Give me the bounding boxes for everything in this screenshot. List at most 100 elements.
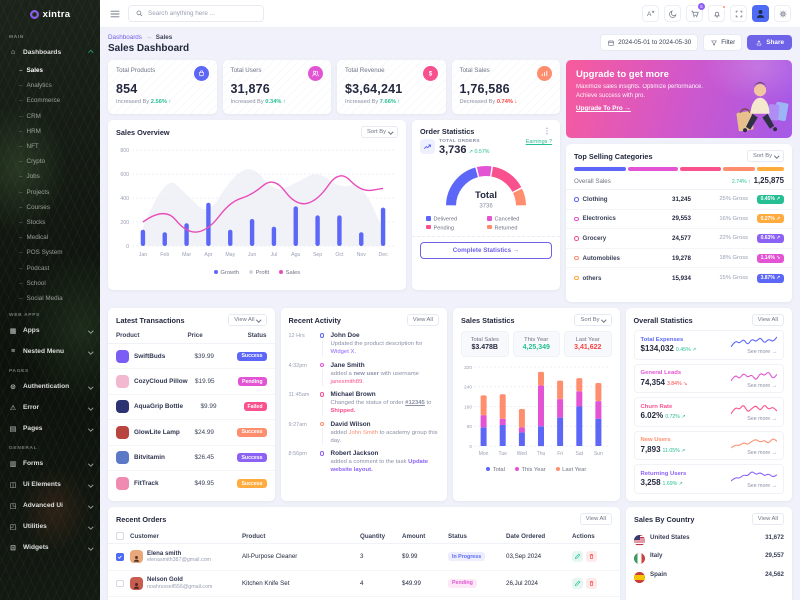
sidebar-item-apps[interactable]: ▦ Apps — [0, 320, 100, 341]
cart-icon[interactable]: 5 — [686, 3, 705, 22]
delete-button[interactable] — [586, 551, 597, 563]
sidebar-item-widgets[interactable]: ⊡ Widgets — [0, 537, 100, 558]
svg-text:Mar: Mar — [182, 252, 191, 258]
see-more-link[interactable]: See more → — [747, 449, 777, 456]
sidebar-item-utilities[interactable]: ◰ Utilities — [0, 516, 100, 537]
svg-text:240: 240 — [464, 384, 472, 390]
sidebar-item-hrm[interactable]: – HRM — [19, 127, 41, 135]
svg-text:80: 80 — [467, 424, 473, 430]
svg-text:400: 400 — [120, 196, 129, 202]
svg-text:Fri: Fri — [557, 451, 563, 457]
chevron-icon — [87, 545, 93, 550]
activity-view-all-button[interactable]: View All — [406, 314, 439, 326]
sidebar-item-ui-elements[interactable]: ◫ Ui Elements — [0, 474, 100, 495]
sidebar-item-social-media[interactable]: – Social Media — [19, 294, 63, 302]
sidebar-item-ecommerce[interactable]: – Ecommerce — [19, 97, 61, 105]
sidebar: xintra MAIN ⌂ Dashboards – Sales – Analytics – E… — [0, 0, 100, 600]
svg-text:Sep: Sep — [313, 252, 322, 258]
upgrade-banner: Upgrade to get more Maximize sales insig… — [566, 60, 792, 138]
transactions-view-all-button[interactable]: View All — [228, 314, 267, 326]
activity-link[interactable]: Shipped. — [330, 408, 356, 415]
svg-text:Agu: Agu — [291, 252, 300, 258]
sidebar-item-pos-system[interactable]: – POS System — [19, 249, 63, 257]
sidebar-item-forms[interactable]: ▥ Forms — [0, 453, 100, 474]
sidebar-item-advanced-ui[interactable]: ◳ Advanced Ui — [0, 495, 100, 516]
activity-link[interactable]: janesmith89. — [330, 378, 364, 385]
see-more-link[interactable]: See more → — [747, 382, 777, 389]
breadcrumb-dashboards[interactable]: Dashboards — [108, 34, 142, 41]
select-all-checkbox[interactable] — [116, 532, 124, 540]
sidebar-item-crm[interactable]: – CRM — [19, 112, 41, 120]
sidebar-item-error[interactable]: ⚠ Error — [0, 397, 100, 418]
date-range-picker[interactable]: 2024-05-01 to 2024-05-30 — [600, 34, 699, 51]
delete-button[interactable] — [586, 577, 597, 589]
fullscreen-icon[interactable] — [730, 5, 747, 22]
activity-item-john-doe: 12 Hrs John Doe Updated the product descri… — [281, 330, 448, 360]
settings-icon[interactable] — [774, 5, 791, 22]
sidebar-item-sales[interactable]: – Sales — [19, 67, 43, 75]
sidebar-item-authentication[interactable]: ⊙ Authentication — [0, 376, 100, 397]
svg-text:Total: Total — [475, 190, 497, 201]
kpi-change: Decreased By 0.74% ↓ — [459, 98, 518, 105]
edit-button[interactable] — [572, 551, 583, 563]
stat-box-total-sales: Total Sales $3.478B — [461, 331, 509, 357]
see-more-link[interactable]: See more → — [747, 349, 777, 356]
see-more-link[interactable]: See more → — [747, 483, 777, 490]
order-row-nelson-gold: Nelson Gold noahrussell556@gmail.com Kitch… — [108, 571, 620, 597]
row-checkbox[interactable] — [116, 553, 124, 561]
filter-button[interactable]: Filter — [703, 34, 743, 51]
filter-icon — [710, 39, 718, 47]
chevron-icon — [87, 349, 93, 354]
country-view-all-button[interactable]: View All — [751, 513, 784, 525]
top-selling-title: Top Selling Categories — [574, 151, 653, 161]
sidebar-item-podcast[interactable]: – Podcast — [19, 264, 50, 272]
app-logo[interactable]: xintra — [0, 0, 100, 28]
sidebar-item-pages[interactable]: ▤ Pages — [0, 418, 100, 439]
recent-orders-title: Recent Orders — [116, 514, 167, 524]
edit-button[interactable] — [572, 577, 583, 589]
more-options-icon[interactable] — [542, 126, 552, 136]
top-selling-sort-button[interactable]: Sort By — [746, 150, 784, 162]
activity-link[interactable]: Update website layout. — [330, 459, 429, 474]
sidebar-item-analytics[interactable]: – Analytics — [19, 82, 52, 90]
notifications-icon[interactable] — [708, 4, 726, 22]
sidebar-item-stocks[interactable]: – Stocks — [19, 218, 46, 226]
search-box[interactable] — [128, 5, 264, 22]
dark-mode-icon[interactable] — [664, 5, 681, 22]
overall-view-all-button[interactable]: View All — [751, 314, 784, 326]
topbar: A 5 — [100, 0, 800, 28]
orders-table-header: Customer Product Quantity Amount Status Date … — [108, 529, 620, 544]
product-thumbnail — [116, 349, 129, 363]
user-avatar[interactable] — [752, 5, 769, 22]
sales-statistics-sort-button[interactable]: Sort By — [574, 314, 612, 326]
earnings-link[interactable]: Earnings ? — [525, 139, 552, 145]
top-selling-card: Top Selling Categories Sort By Overall S… — [566, 144, 792, 302]
gauge-legend-pending: Pending — [426, 224, 485, 231]
complete-statistics-button[interactable]: Complete Statistics → — [420, 242, 552, 260]
sidebar-item-courses[interactable]: – Courses — [19, 203, 50, 211]
svg-text:Jan: Jan — [139, 252, 147, 258]
overall-sales-value: 1,25,875 — [753, 176, 784, 185]
sales-overview-sort-button[interactable]: Sort By — [360, 126, 398, 138]
sidebar-item-medical[interactable]: – Medical — [19, 234, 49, 242]
activity-link[interactable]: Widget X. — [330, 349, 357, 356]
share-button[interactable]: Share — [747, 35, 792, 50]
sidebar-item-projects[interactable]: – Projects — [19, 188, 50, 196]
see-more-link[interactable]: See more → — [747, 416, 777, 423]
sidebar-item-school[interactable]: – School — [19, 279, 46, 287]
sales-overview-chart: 0 200 400 600 800 Jan Feb Mar Apr May Jun Jul Agu Sep… — [120, 148, 394, 258]
sidebar-item-crypto[interactable]: – Crypto — [19, 158, 46, 166]
sidebar-item-nft[interactable]: – NFT — [19, 143, 39, 151]
menu-toggle-icon[interactable] — [109, 8, 121, 20]
row-checkbox[interactable] — [116, 579, 124, 587]
sidebar-item-jobs[interactable]: – Jobs — [19, 173, 40, 181]
language-icon[interactable]: A — [642, 5, 659, 22]
orders-view-all-button[interactable]: View All — [579, 513, 612, 525]
sidebar-item-nested-menu[interactable]: ≡ Nested Menu — [0, 341, 100, 362]
sidebar-item-dashboards[interactable]: ⌂ Dashboards — [0, 42, 100, 63]
search-input[interactable] — [148, 10, 257, 17]
timeline-dot — [319, 451, 325, 456]
activity-link[interactable]: John Smith — [348, 429, 378, 436]
upgrade-cta-link[interactable]: Upgrade To Pro → — [576, 105, 631, 113]
date-range-value: 2024-05-01 to 2024-05-30 — [618, 39, 692, 46]
